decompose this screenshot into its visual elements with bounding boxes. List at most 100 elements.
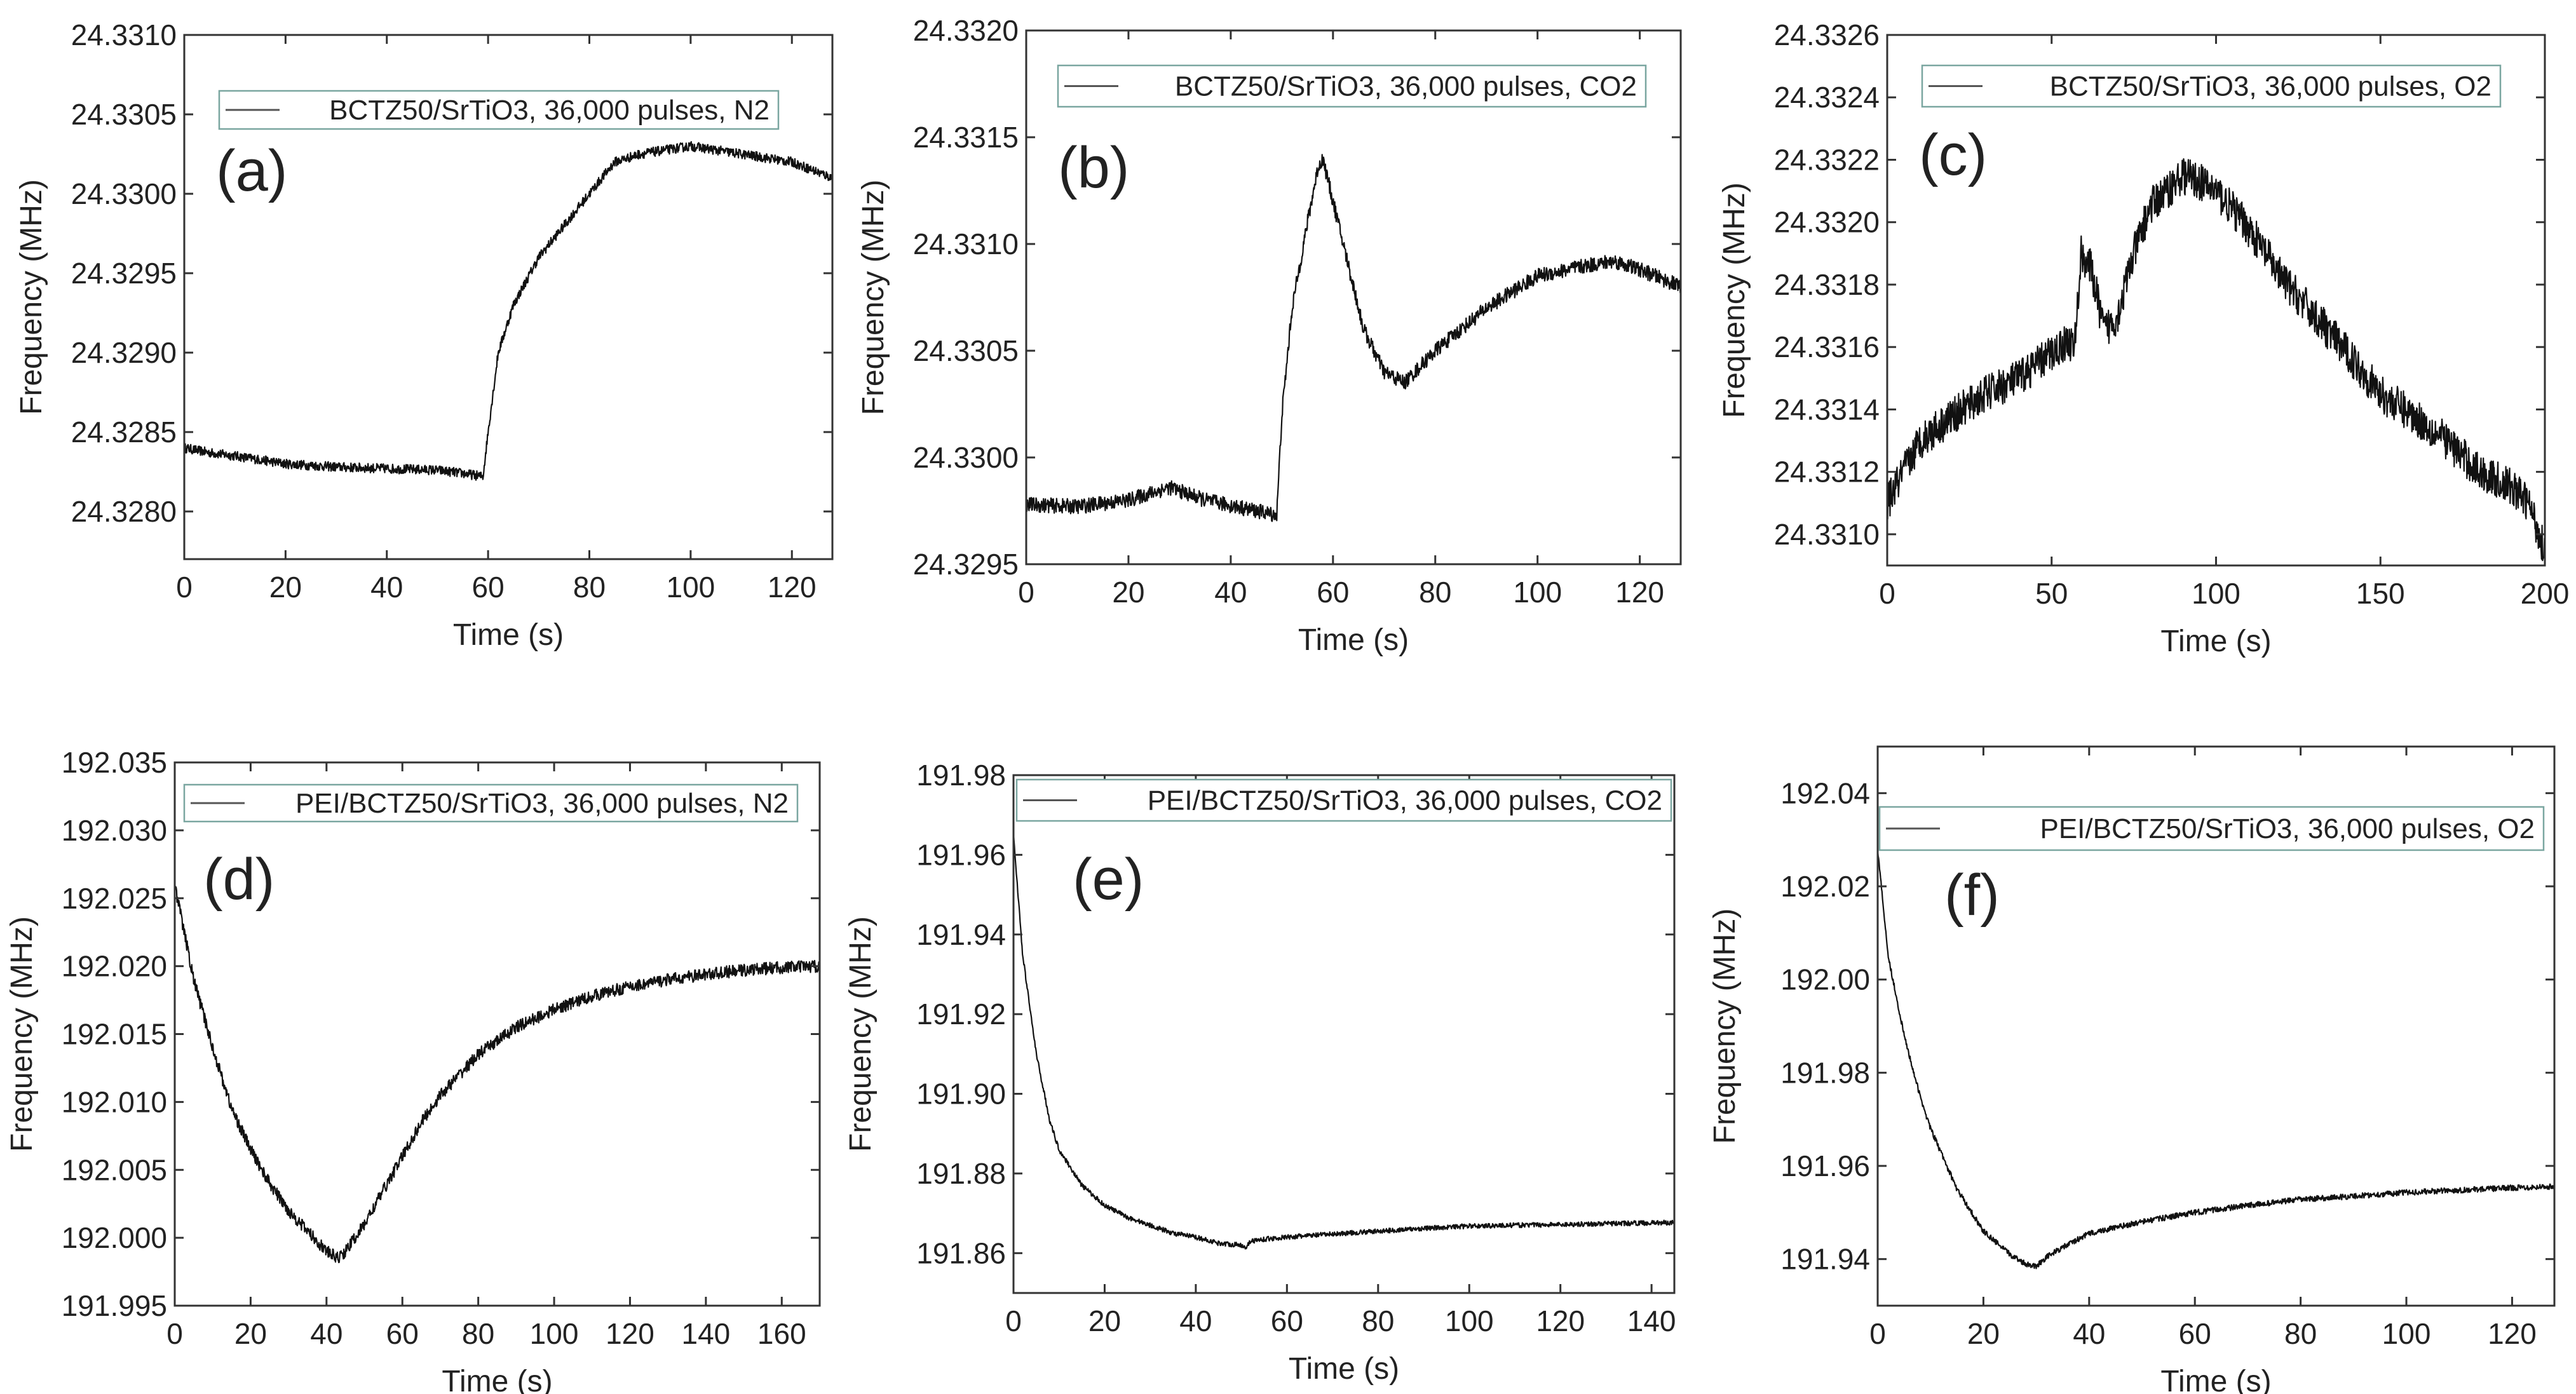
legend-label-part-a-2: pulses, N2 xyxy=(630,95,769,126)
chart-panel-b: 0 20 40 60 80 100 120 24.3295 24.3300 24.3305 24.3… xyxy=(857,14,1682,657)
y-tick-label-c-8: 24.3326 xyxy=(1774,18,1880,51)
x-tick-label-f-1: 20 xyxy=(1967,1317,2000,1350)
x-axis-label-b: Time (s) xyxy=(1298,623,1409,657)
y-tick-label-b-3: 24.3310 xyxy=(913,227,1019,261)
legend-box-c xyxy=(1921,64,2502,108)
legend-label-part-b-1: 36,000 xyxy=(1382,71,1475,102)
series-line-d-0 xyxy=(175,883,820,1264)
plot-frame-b xyxy=(1025,29,1682,565)
panel-label-b: (b) xyxy=(1058,135,1129,200)
legend-label-part-f-0: PEI/BCTZ50/SrTiO3, xyxy=(2040,813,2300,844)
y-tick-label-b-4: 24.3315 xyxy=(913,121,1019,154)
x-tick-label-d-0: 0 xyxy=(166,1317,183,1350)
y-axis-label-f: Frequency (MHz) xyxy=(1708,909,1742,1144)
x-tick-label-f-2: 40 xyxy=(2073,1317,2105,1350)
x-tick-label-c-2: 100 xyxy=(2192,577,2240,610)
legend-label-f: PEI/BCTZ50/SrTiO3, 36,000 pulses, O2 xyxy=(2040,813,2535,844)
legend-label-part-c-1: 36,000 xyxy=(2257,71,2350,102)
y-tick-label-c-3: 24.3316 xyxy=(1774,330,1880,363)
plot-frame-e xyxy=(1012,774,1676,1294)
y-tick-label-d-7: 192.030 xyxy=(62,814,167,847)
y-tick-label-e-1: 191.88 xyxy=(916,1157,1006,1190)
chart-panel-d: 0 20 40 60 80 100 120 140 160 191.995 192.000 192.0… xyxy=(5,746,821,1394)
x-tick-label-a-2: 40 xyxy=(370,571,403,604)
x-tick-label-b-3: 60 xyxy=(1317,576,1349,609)
legend-label-part-d-1: 36,000 xyxy=(555,788,649,819)
chart-panel-c: 0 50 100 150 200 24.3310 24.3312 24.3314 24.3316… xyxy=(1718,18,2569,658)
legend-label-part-a-0: BCTZ50/SrTiO3, xyxy=(329,95,536,126)
y-tick-label-b-0: 24.3295 xyxy=(913,548,1019,581)
y-tick-label-e-0: 191.86 xyxy=(916,1236,1006,1269)
x-axis-label-e: Time (s) xyxy=(1289,1352,1399,1386)
chart-panel-f: 0 20 40 60 80 100 120 191.94 191.96 191.98 192.00 1… xyxy=(1708,745,2556,1394)
x-tick-label-f-6: 120 xyxy=(2488,1317,2537,1350)
x-axis-label-a: Time (s) xyxy=(453,618,564,652)
x-tick-label-d-6: 120 xyxy=(606,1317,654,1350)
x-tick-label-b-4: 80 xyxy=(1419,576,1451,609)
y-tick-label-d-0: 191.995 xyxy=(62,1289,167,1322)
chart-panel-e: 0 20 40 60 80 100 120 140 191.86 191.88 191.90 191.… xyxy=(844,759,1676,1386)
y-tick-label-e-5: 191.96 xyxy=(916,838,1006,871)
x-tick-label-b-6: 120 xyxy=(1615,576,1664,609)
legend-label-e: PEI/BCTZ50/SrTiO3, 36,000 pulses, CO2 xyxy=(1148,785,1662,816)
y-tick-label-a-4: 24.3300 xyxy=(71,177,177,210)
x-tick-label-f-0: 0 xyxy=(1869,1317,1886,1350)
y-tick-label-d-4: 192.015 xyxy=(62,1018,167,1051)
x-tick-label-a-3: 60 xyxy=(472,571,505,604)
panel-label-d: (d) xyxy=(203,847,275,912)
series-line-a-0 xyxy=(184,141,832,481)
y-tick-label-a-2: 24.3290 xyxy=(71,336,177,369)
plot-frame-f xyxy=(1876,745,2556,1307)
y-tick-label-d-5: 192.020 xyxy=(62,950,167,983)
x-tick-label-e-0: 0 xyxy=(1005,1304,1022,1337)
x-tick-label-d-2: 40 xyxy=(310,1317,342,1350)
x-tick-label-f-4: 80 xyxy=(2284,1317,2317,1350)
x-tick-label-a-4: 80 xyxy=(573,571,606,604)
y-tick-label-c-5: 24.3320 xyxy=(1774,206,1880,239)
legend-label-part-e-0: PEI/BCTZ50/SrTiO3, xyxy=(1148,785,1407,816)
legend-label-part-d-0: PEI/BCTZ50/SrTiO3, xyxy=(295,788,555,819)
x-tick-label-d-1: 20 xyxy=(234,1317,267,1350)
legend-label-part-f-1: 36,000 xyxy=(2300,813,2394,844)
y-tick-label-e-4: 191.94 xyxy=(916,918,1006,951)
x-tick-label-b-0: 0 xyxy=(1018,576,1034,609)
y-tick-label-d-8: 192.035 xyxy=(62,746,167,779)
x-tick-label-a-5: 100 xyxy=(667,571,715,604)
x-tick-label-e-5: 100 xyxy=(1445,1304,1494,1337)
legend-label-part-c-0: BCTZ50/SrTiO3, xyxy=(2050,71,2257,102)
legend-box-a xyxy=(218,90,780,130)
legend-label-part-c-2: pulses, O2 xyxy=(2350,71,2491,102)
x-tick-label-c-1: 50 xyxy=(2035,577,2068,610)
x-tick-label-d-7: 140 xyxy=(682,1317,731,1350)
y-tick-label-f-5: 192.04 xyxy=(1780,776,1870,809)
y-tick-label-f-2: 191.98 xyxy=(1780,1056,1870,1089)
y-tick-label-d-3: 192.010 xyxy=(62,1085,167,1118)
x-tick-label-a-1: 20 xyxy=(269,571,302,604)
x-axis-label-c: Time (s) xyxy=(2160,625,2271,658)
series-line-f-0 xyxy=(1878,850,2554,1269)
panel-label-c: (c) xyxy=(1919,123,1987,187)
y-tick-label-d-6: 192.025 xyxy=(62,882,167,915)
plot-frame-c xyxy=(1886,34,2546,567)
y-axis-label-a: Frequency (MHz) xyxy=(15,179,48,415)
x-tick-label-a-0: 0 xyxy=(176,571,193,604)
x-axis-label-f: Time (s) xyxy=(2160,1365,2271,1394)
y-tick-label-c-0: 24.3310 xyxy=(1774,518,1880,551)
y-axis-label-e: Frequency (MHz) xyxy=(844,916,878,1152)
legend-label-part-f-2: pulses, O2 xyxy=(2393,813,2535,844)
legend-box-d xyxy=(183,783,799,823)
y-tick-label-f-4: 192.02 xyxy=(1780,870,1870,903)
x-tick-label-b-2: 40 xyxy=(1214,576,1247,609)
x-tick-label-c-0: 0 xyxy=(1879,577,1895,610)
legend-label-part-b-2: pulses, CO2 xyxy=(1475,71,1637,102)
y-tick-label-b-2: 24.3305 xyxy=(913,334,1019,367)
plot-frame-d xyxy=(173,761,821,1307)
y-tick-label-f-0: 191.94 xyxy=(1780,1243,1870,1276)
x-tick-label-b-1: 20 xyxy=(1112,576,1144,609)
legend-label-d: PEI/BCTZ50/SrTiO3, 36,000 pulses, N2 xyxy=(295,788,789,819)
y-tick-label-e-2: 191.90 xyxy=(916,1078,1006,1111)
x-tick-label-e-4: 80 xyxy=(1362,1304,1394,1337)
y-tick-label-b-5: 24.3320 xyxy=(913,14,1019,47)
y-tick-label-a-5: 24.3305 xyxy=(71,98,177,131)
